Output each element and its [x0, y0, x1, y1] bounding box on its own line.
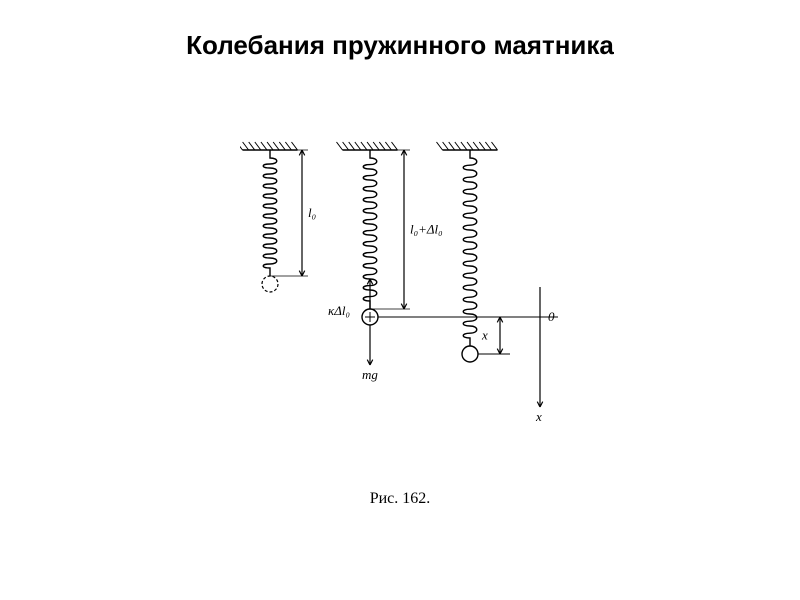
page-title: Колебания пружинного маятника [0, 0, 800, 61]
svg-text:l₀+Δl₀: l₀+Δl₀ [410, 222, 443, 237]
svg-text:x: x [481, 328, 488, 343]
svg-text:x: x [535, 409, 542, 424]
svg-text:0: 0 [548, 309, 555, 324]
svg-text:mg: mg [362, 367, 378, 382]
spring-pendulum-diagram: l₀ l₀+Δl₀ κΔl₀ mg x 0 x [240, 140, 580, 480]
svg-text:κΔl₀: κΔl₀ [328, 303, 350, 318]
figure-caption: Рис. 162. [0, 490, 800, 508]
svg-text:l₀: l₀ [308, 205, 316, 220]
